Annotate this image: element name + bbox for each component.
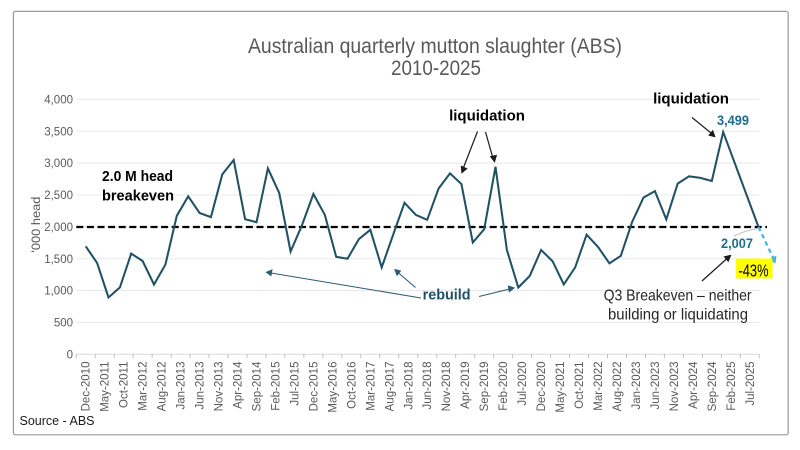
svg-text:Nov-2013: Nov-2013	[214, 362, 226, 412]
svg-text:Jan-2018: Jan-2018	[403, 362, 415, 410]
svg-text:2,500: 2,500	[44, 190, 73, 202]
svg-text:Nov-2018: Nov-2018	[441, 362, 453, 412]
svg-text:Source - ABS: Source - ABS	[20, 413, 95, 428]
svg-text:breakeven: breakeven	[102, 188, 174, 205]
svg-text:liquidation: liquidation	[449, 108, 525, 125]
svg-text:Sep-2024: Sep-2024	[707, 361, 719, 411]
svg-text:4,000: 4,000	[44, 95, 73, 107]
svg-text:3,499: 3,499	[717, 113, 749, 128]
svg-text:Aug-2012: Aug-2012	[157, 362, 169, 412]
svg-text:Oct-2016: Oct-2016	[346, 362, 358, 409]
svg-text:Feb-2015: Feb-2015	[270, 362, 282, 411]
svg-text:2010-2025: 2010-2025	[391, 57, 481, 80]
svg-text:Jun-2013: Jun-2013	[195, 362, 207, 410]
svg-text:500: 500	[54, 318, 73, 330]
svg-text:Nov-2023: Nov-2023	[669, 362, 681, 412]
svg-text:Jun-2018: Jun-2018	[422, 362, 434, 410]
svg-text:Sep-2014: Sep-2014	[252, 361, 264, 411]
svg-text:1,500: 1,500	[44, 254, 73, 266]
svg-text:1,000: 1,000	[44, 286, 73, 298]
svg-text:0: 0	[67, 349, 73, 361]
svg-text:2,000: 2,000	[44, 222, 73, 234]
svg-text:Aug-2017: Aug-2017	[384, 362, 396, 412]
svg-text:'000 head: '000 head	[29, 196, 43, 252]
svg-text:2.0 M head: 2.0 M head	[102, 168, 173, 185]
svg-text:Dec-2015: Dec-2015	[308, 362, 320, 412]
svg-text:Aug-2022: Aug-2022	[612, 362, 624, 412]
svg-text:Jul-2020: Jul-2020	[517, 362, 529, 406]
svg-text:Mar-2012: Mar-2012	[138, 362, 150, 411]
svg-text:Sep-2019: Sep-2019	[479, 362, 491, 412]
svg-text:Oct-2011: Oct-2011	[119, 362, 131, 408]
svg-text:Apr-2019: Apr-2019	[460, 362, 472, 409]
svg-text:Q3 Breakeven – neither: Q3 Breakeven – neither	[604, 288, 753, 305]
svg-text:May-2011: May-2011	[100, 362, 112, 412]
svg-text:Jun-2023: Jun-2023	[650, 362, 662, 410]
svg-text:Mar-2022: Mar-2022	[593, 362, 605, 411]
svg-text:2,007: 2,007	[721, 236, 753, 251]
svg-text:Mar-2017: Mar-2017	[365, 362, 377, 411]
svg-text:Feb-2025: Feb-2025	[726, 362, 738, 411]
svg-text:Australian quarterly mutton sl: Australian quarterly mutton slaughter (A…	[248, 35, 622, 58]
svg-text:May-2016: May-2016	[327, 362, 339, 413]
svg-text:Jan-2023: Jan-2023	[631, 362, 643, 410]
svg-text:Apr-2024: Apr-2024	[688, 361, 700, 409]
svg-text:-43%: -43%	[739, 260, 769, 280]
svg-text:Feb-2020: Feb-2020	[498, 362, 510, 411]
svg-text:Jul-2025: Jul-2025	[745, 362, 757, 406]
svg-text:May-2021: May-2021	[555, 362, 567, 413]
svg-text:Oct-2021: Oct-2021	[574, 362, 586, 409]
svg-text:Jul-2015: Jul-2015	[289, 362, 301, 406]
svg-text:rebuild: rebuild	[423, 288, 471, 304]
svg-text:3,500: 3,500	[44, 126, 73, 138]
svg-text:liquidation: liquidation	[653, 91, 729, 108]
svg-text:building or liquidating: building or liquidating	[608, 307, 748, 324]
svg-text:3,000: 3,000	[44, 158, 73, 170]
svg-text:Jan-2013: Jan-2013	[176, 362, 188, 410]
svg-text:Dec-2020: Dec-2020	[536, 362, 548, 412]
svg-text:Apr-2014: Apr-2014	[233, 361, 245, 409]
svg-text:Dec-2010: Dec-2010	[81, 362, 93, 412]
